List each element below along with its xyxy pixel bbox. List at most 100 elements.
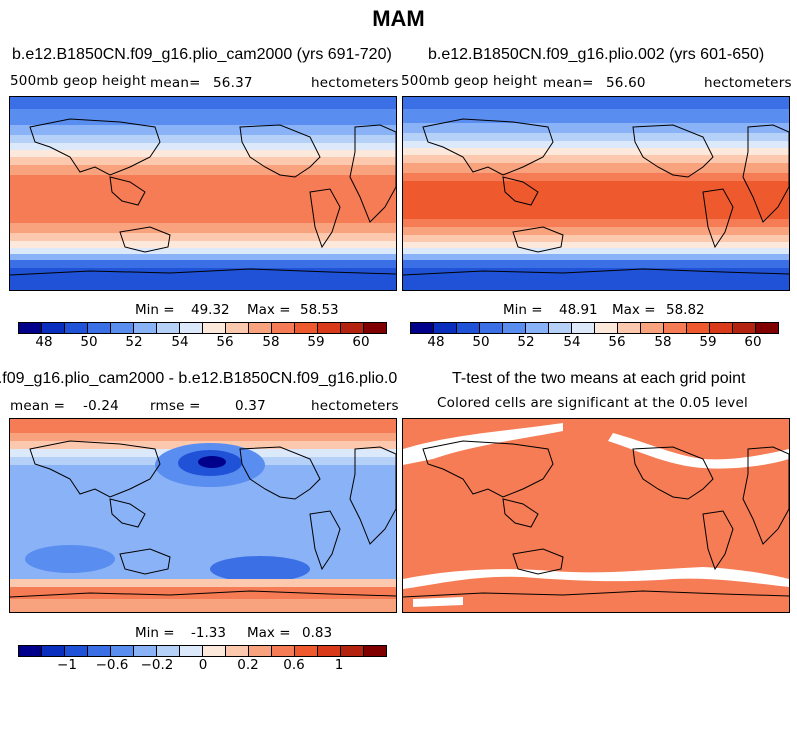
panel-b-mean-value: 56.60 bbox=[606, 75, 646, 91]
panel-c-rmse-label: rmse = bbox=[150, 398, 201, 414]
band-b-7 bbox=[403, 163, 789, 173]
panel-c-colorbar-cell-1 bbox=[42, 646, 65, 656]
band-b-10 bbox=[403, 227, 789, 235]
cbar-b-tick: 52 bbox=[517, 334, 535, 350]
coast-asia bbox=[422, 440, 554, 498]
panel-b-colorbar-cell-2 bbox=[457, 323, 480, 333]
band-a-4 bbox=[10, 143, 396, 150]
cbar-b-tick: 48 bbox=[427, 334, 445, 350]
panel-b-colorbar-cell-1 bbox=[434, 323, 457, 333]
band-a-3 bbox=[10, 135, 396, 143]
panel-a-colorbar-cell-4 bbox=[111, 323, 134, 333]
nonsig-region-south bbox=[403, 567, 789, 589]
band-b-13 bbox=[403, 248, 789, 254]
nonsig-region-south-2 bbox=[413, 597, 463, 607]
coast-asia bbox=[29, 440, 161, 498]
panel-c-colorbar-cell-5 bbox=[134, 646, 157, 656]
nonsig-region-north-1 bbox=[403, 423, 563, 465]
band-a-polar-n bbox=[10, 97, 396, 109]
coast-sea bbox=[109, 176, 146, 206]
band-b-9 bbox=[403, 219, 789, 227]
band-a-12 bbox=[10, 254, 396, 260]
panel-a-min-value: 49.32 bbox=[191, 302, 230, 318]
panel-b-colorbar-cell-4 bbox=[503, 323, 526, 333]
coast-australia bbox=[119, 548, 171, 575]
panel-c-map bbox=[9, 418, 397, 613]
panel-c-colorbar bbox=[18, 645, 387, 657]
coast-sea bbox=[502, 176, 539, 206]
panel-b-bands bbox=[403, 97, 789, 290]
panel-d-map bbox=[402, 418, 790, 613]
panel-c-coastlines bbox=[10, 440, 396, 598]
cbar-c-tick: 0.2 bbox=[237, 657, 259, 673]
panel-b-colorbar-cell-14 bbox=[733, 323, 756, 333]
panel-c-map-svg bbox=[10, 419, 396, 612]
panel-b-colorbar-cell-9 bbox=[618, 323, 641, 333]
band-a-11 bbox=[10, 248, 396, 254]
panel-b-coastlines bbox=[403, 118, 789, 276]
coast-antarctica bbox=[403, 590, 789, 598]
panel-a-colorbar-cell-1 bbox=[42, 323, 65, 333]
coast-asia bbox=[422, 118, 554, 176]
coast-samerica bbox=[309, 510, 341, 571]
panel-a-variable: 500mb geop height bbox=[10, 73, 147, 89]
panel-b-max-value: 58.82 bbox=[666, 302, 705, 318]
band-b-12 bbox=[403, 242, 789, 248]
panel-d-coastlines bbox=[403, 440, 789, 598]
cbar-a-tick: 56 bbox=[216, 334, 234, 350]
panel-a-colorbar bbox=[18, 322, 387, 334]
panel-b-min-label: Min = bbox=[503, 302, 543, 318]
cbar-c-tick: 1 bbox=[334, 657, 344, 673]
coast-africa bbox=[742, 124, 789, 223]
panel-a-colorbar-cell-11 bbox=[272, 323, 295, 333]
panel-b-colorbar-cell-11 bbox=[664, 323, 687, 333]
band-a-2 bbox=[10, 125, 396, 135]
band-b-1 bbox=[403, 109, 789, 123]
band-b-tropics bbox=[403, 181, 789, 219]
panel-c-colorbar-cell-2 bbox=[65, 646, 88, 656]
panel-b-colorbar-cell-12 bbox=[687, 323, 710, 333]
band-a-13 bbox=[10, 260, 396, 268]
panel-a-units: hectometers bbox=[311, 75, 399, 91]
panel-a-coastlines bbox=[10, 118, 396, 276]
panel-c-colorbar-cell-6 bbox=[157, 646, 180, 656]
panel-b-min-value: 48.91 bbox=[559, 302, 598, 318]
band-b-3 bbox=[403, 133, 789, 141]
panel-a-colorbar-cell-5 bbox=[134, 323, 157, 333]
panel-c-colorbar-cell-7 bbox=[180, 646, 203, 656]
panel-a-colorbar-cell-6 bbox=[157, 323, 180, 333]
coast-sea bbox=[109, 498, 146, 528]
coast-australia bbox=[119, 226, 171, 253]
diff-south-low-1 bbox=[25, 545, 115, 573]
panel-b-colorbar-cell-5 bbox=[526, 323, 549, 333]
panel-c-colorbar-cell-12 bbox=[295, 646, 318, 656]
panel-c-min-value: -1.33 bbox=[191, 625, 226, 641]
panel-b-colorbar-cell-8 bbox=[595, 323, 618, 333]
panel-a-colorbar-cell-9 bbox=[226, 323, 249, 333]
panel-c-colorbar-cell-9 bbox=[226, 646, 249, 656]
diff-north-positive bbox=[10, 419, 396, 433]
panel-c-colorbar-cell-0 bbox=[19, 646, 42, 656]
panel-c-colorbar-cell-13 bbox=[318, 646, 341, 656]
panel-b-colorbar-cell-15 bbox=[756, 323, 778, 333]
panel-d-title: T-test of the two means at each grid poi… bbox=[452, 370, 746, 387]
coast-africa bbox=[349, 124, 396, 223]
coast-antarctica bbox=[10, 268, 396, 276]
cbar-a-tick: 59 bbox=[307, 334, 325, 350]
panel-c-rmse-value: 0.37 bbox=[235, 398, 266, 414]
coast-australia bbox=[512, 226, 564, 253]
panel-a-colorbar-cell-12 bbox=[295, 323, 318, 333]
cbar-a-tick: 54 bbox=[171, 334, 189, 350]
panel-a-colorbar-cell-7 bbox=[180, 323, 203, 333]
coast-namerica bbox=[239, 124, 321, 178]
panel-c-colorbar-cell-4 bbox=[111, 646, 134, 656]
panel-b-units: hectometers bbox=[704, 75, 792, 91]
panel-c-title: b.e12.B1850CN.f09_g16.plio_cam2000 - b.e… bbox=[0, 370, 397, 387]
cbar-c-tick: 0 bbox=[198, 657, 208, 673]
cbar-b-tick: 58 bbox=[654, 334, 672, 350]
panel-c-colorbar-cell-8 bbox=[203, 646, 226, 656]
panel-c-mean-value: -0.24 bbox=[83, 398, 119, 414]
panel-b-max-label: Max = bbox=[612, 302, 656, 318]
coast-sea bbox=[502, 498, 539, 528]
band-a-5 bbox=[10, 150, 396, 157]
